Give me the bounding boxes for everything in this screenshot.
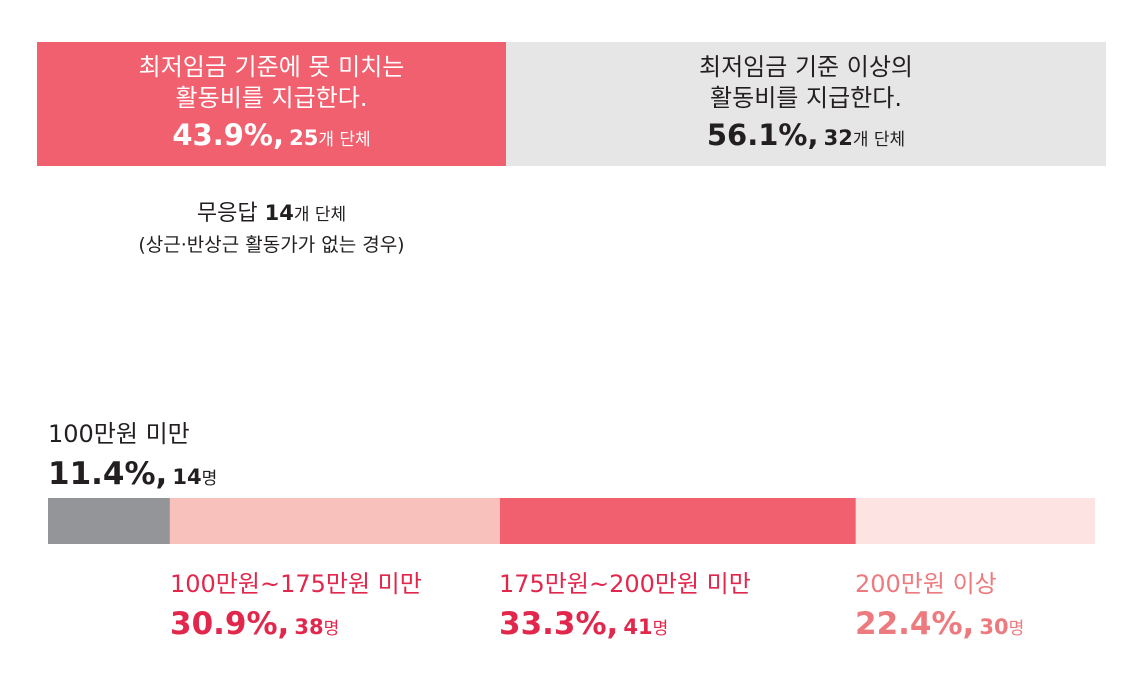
- segment-stat-1: 30.9%, 38명: [170, 606, 422, 647]
- no-response-label: 무응답: [196, 201, 258, 226]
- segment-stat-2: 33.3%, 41명: [499, 606, 751, 647]
- count-unit-1: 명: [323, 619, 340, 639]
- segment-label-3: 200만원 이상 22.4%, 30명: [855, 568, 1024, 647]
- below-minimum-wage-box: 최저임금 기준에 못 미치는 활동비를 지급한다. 43.9%, 25개 단체: [37, 42, 506, 166]
- percent-label-2: 33.3%: [499, 606, 607, 642]
- above-min-line2: 활동비를 지급한다.: [710, 83, 902, 112]
- segment-label-0: 100만원 미만 11.4%, 14명: [48, 418, 217, 497]
- percent-label-0: 11.4%: [48, 456, 156, 492]
- above-min-count-unit: 개 단체: [852, 129, 906, 150]
- count-label-3: 30: [979, 615, 1009, 639]
- separator-0: ,: [155, 456, 168, 492]
- above-min-stat: 56.1%, 32개 단체: [707, 118, 905, 157]
- count-label-2: 41: [623, 615, 653, 639]
- below-min-stat: 43.9%, 25개 단체: [172, 118, 370, 157]
- no-response-count: 14: [264, 201, 294, 225]
- separator-2: ,: [606, 606, 619, 642]
- above-min-line1: 최저임금 기준 이상의: [699, 52, 913, 81]
- category-label-3: 200만원 이상: [855, 570, 997, 598]
- count-unit-0: 명: [201, 469, 218, 489]
- segment-stat-3: 22.4%, 30명: [855, 606, 1024, 647]
- category-label-2: 175만원~200만원 미만: [499, 570, 751, 598]
- no-response-note: 무응답 14개 단체 (상근·반상근 활동가가 없는 경우): [37, 198, 506, 260]
- segment-stat-0: 11.4%, 14명: [48, 456, 217, 497]
- count-label-0: 14: [172, 465, 202, 489]
- no-response-condition: (상근·반상근 활동가가 없는 경우): [138, 234, 405, 256]
- category-label-1: 100만원~175만원 미만: [170, 570, 422, 598]
- bar-segment-1: [169, 498, 501, 544]
- percent-label-1: 30.9%: [170, 606, 278, 642]
- bar-segment-0: [48, 498, 171, 544]
- below-min-count: 25: [289, 125, 319, 150]
- below-min-line2: 활동비를 지급한다.: [175, 83, 368, 112]
- count-unit-2: 명: [652, 619, 669, 639]
- below-min-separator: ,: [272, 117, 284, 152]
- above-min-separator: ,: [807, 117, 819, 152]
- bar-segment-2: [499, 498, 857, 544]
- no-response-count-unit: 개 단체: [293, 205, 347, 225]
- above-min-count: 32: [823, 125, 853, 150]
- below-min-count-unit: 개 단체: [318, 129, 371, 150]
- bar-segment-3: [855, 498, 1095, 544]
- separator-1: ,: [277, 606, 290, 642]
- below-min-line1: 최저임금 기준에 못 미치는: [138, 52, 405, 81]
- percent-label-3: 22.4%: [855, 606, 963, 642]
- category-label-0: 100만원 미만: [48, 420, 190, 448]
- count-unit-3: 명: [1008, 619, 1025, 639]
- below-min-percent: 43.9%: [172, 117, 273, 152]
- above-minimum-wage-box: 최저임금 기준 이상의 활동비를 지급한다. 56.1%, 32개 단체: [506, 42, 1106, 166]
- above-min-percent: 56.1%: [706, 117, 808, 152]
- segment-label-2: 175만원~200만원 미만 33.3%, 41명: [499, 568, 751, 647]
- count-label-1: 38: [294, 615, 324, 639]
- stacked-bar-chart: [48, 498, 1095, 544]
- separator-3: ,: [962, 606, 975, 642]
- segment-label-1: 100만원~175만원 미만 30.9%, 38명: [170, 568, 422, 647]
